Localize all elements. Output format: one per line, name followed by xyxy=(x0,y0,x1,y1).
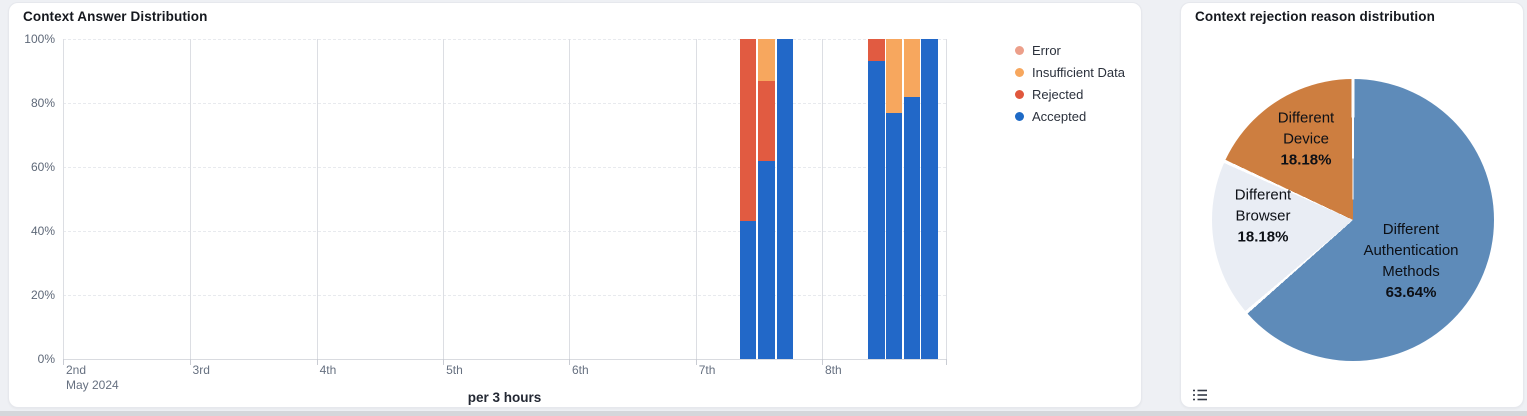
gridline-x-end xyxy=(946,39,947,359)
panel-context-rejection-reason: Context rejection reason distribution Di… xyxy=(1180,2,1524,408)
x-tick-mark xyxy=(695,359,697,365)
bar-segment-insufficient-data[interactable] xyxy=(903,39,921,97)
bar-segment-insufficient-data[interactable] xyxy=(758,39,775,81)
stacked-bar-6[interactable] xyxy=(903,39,921,359)
stacked-bar-5[interactable] xyxy=(885,39,903,359)
y-tick-label: 60% xyxy=(30,160,55,174)
gridline-y-80 xyxy=(63,103,946,104)
x-tick-label: 2nd May 2024 xyxy=(66,363,119,392)
list-icon[interactable] xyxy=(1192,387,1208,403)
y-tick-label: 100% xyxy=(24,32,55,46)
gridline-y-100 xyxy=(63,39,946,40)
pie-chart[interactable] xyxy=(1212,79,1494,361)
gridline-y-20 xyxy=(63,295,946,296)
x-tick-label: 5th xyxy=(446,363,463,377)
legend-item-accepted[interactable]: Accepted xyxy=(1015,105,1125,127)
legend-dot-icon xyxy=(1015,111,1024,121)
x-axis-title: per 3 hours xyxy=(467,390,542,405)
bar-segment-insufficient-data[interactable] xyxy=(885,39,903,113)
x-tick-label: 4th xyxy=(319,363,337,377)
bar-chart-legend: Error Insufficient Data Rejected Accepted xyxy=(1015,39,1125,127)
bar-segment-rejected[interactable] xyxy=(868,39,885,62)
stacked-bar-7[interactable] xyxy=(921,39,938,359)
legend-label: Error xyxy=(1032,42,1061,58)
x-tick-mark xyxy=(189,359,191,365)
bar-segment-accepted[interactable] xyxy=(739,221,757,359)
bar-segment-accepted[interactable] xyxy=(885,112,903,359)
bar-chart-title: Context Answer Distribution xyxy=(23,9,208,24)
bar-chart-plot-area xyxy=(63,39,947,365)
y-tick-label: 40% xyxy=(30,224,55,238)
gridline-x-5th xyxy=(443,39,445,359)
x-tick-mark xyxy=(946,359,947,365)
gridline-x-7th xyxy=(695,39,697,359)
bar-segment-accepted[interactable] xyxy=(903,96,921,359)
y-tick-label: 80% xyxy=(30,96,55,110)
stacked-bar-4[interactable] xyxy=(868,39,885,359)
gridline-y-40 xyxy=(63,231,946,232)
pie-chart-title: Context rejection reason distribution xyxy=(1195,9,1435,24)
legend-dot-icon xyxy=(1015,45,1024,55)
bar-segment-rejected[interactable] xyxy=(739,39,757,222)
pie-label-different-device: Different Device 18.18% xyxy=(1277,109,1335,169)
x-tick-label: 8th xyxy=(824,363,842,377)
panel-context-answer-distribution: Context Answer Distribution 100% 80% 60% 40… xyxy=(8,2,1142,408)
legend-item-error[interactable]: Error xyxy=(1015,39,1125,61)
bar-segment-rejected[interactable] xyxy=(758,80,775,161)
bar-segment-accepted[interactable] xyxy=(776,39,794,359)
gridline-x-6th xyxy=(568,39,570,359)
gridline-x-8th xyxy=(821,39,823,359)
legend-label: Rejected xyxy=(1032,86,1084,102)
x-tick-label: 7th xyxy=(698,363,716,377)
x-tick-mark xyxy=(568,359,570,365)
legend-item-insufficient-data[interactable]: Insufficient Data xyxy=(1015,61,1125,83)
x-tick-mark xyxy=(443,359,445,365)
legend-item-rejected[interactable]: Rejected xyxy=(1015,83,1125,105)
gridline-x-3rd xyxy=(189,39,191,359)
legend-label: Accepted xyxy=(1032,108,1087,124)
x-tick-mark xyxy=(821,359,823,365)
stacked-bar-2[interactable] xyxy=(758,39,775,359)
legend-label: Insufficient Data xyxy=(1032,64,1125,80)
gridline-y-60 xyxy=(63,167,946,168)
gridline-x-4th xyxy=(316,39,318,359)
bar-segment-accepted[interactable] xyxy=(758,160,775,359)
y-tick-label: 20% xyxy=(30,288,55,302)
pie-label-different-browser: Different Browser 18.18% xyxy=(1234,186,1292,246)
x-tick-label: 6th xyxy=(571,363,589,377)
stacked-bar-1[interactable] xyxy=(739,39,757,359)
x-tick-mark xyxy=(63,359,64,365)
y-tick-label: 0% xyxy=(37,352,55,366)
stacked-bar-3[interactable] xyxy=(776,39,794,359)
x-tick-label: 3rd xyxy=(192,363,210,377)
page-bottom-edge xyxy=(0,411,1527,416)
x-tick-mark xyxy=(316,359,318,365)
bar-segment-accepted[interactable] xyxy=(921,39,938,359)
legend-dot-icon xyxy=(1015,67,1024,77)
legend-dot-icon xyxy=(1015,89,1024,99)
gridline-y-0 xyxy=(63,359,946,360)
bar-segment-accepted[interactable] xyxy=(868,61,885,359)
gridline-x-2nd xyxy=(63,39,64,359)
pie-label-different-authentication-methods: Different Authentication Methods 63.64% xyxy=(1363,221,1459,301)
